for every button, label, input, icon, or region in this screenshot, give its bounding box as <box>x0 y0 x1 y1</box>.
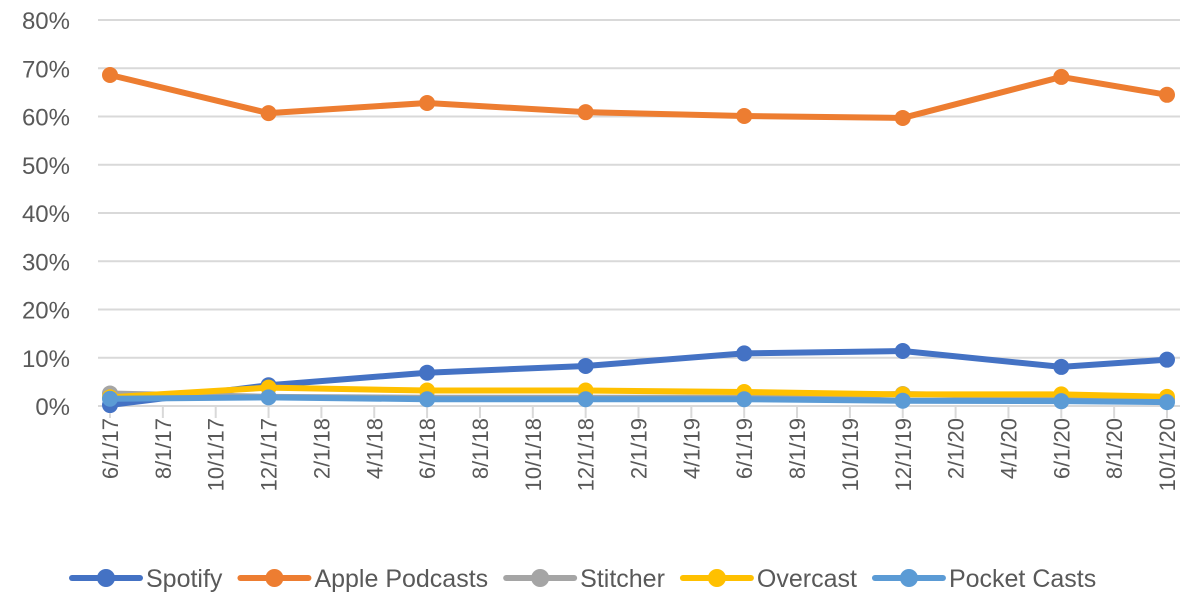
data-point <box>419 94 436 111</box>
data-point <box>260 389 277 406</box>
data-point <box>102 67 118 84</box>
legend-item: Overcast <box>679 565 857 593</box>
y-tick-label: 50% <box>22 153 70 180</box>
y-tick-label: 20% <box>22 298 70 325</box>
data-point <box>894 109 911 126</box>
series-pocket-casts <box>102 389 1175 411</box>
series-lines <box>102 67 1175 414</box>
x-tick-label: 10/1/20 <box>1155 418 1180 491</box>
x-tick-label: 6/1/19 <box>732 418 757 479</box>
legend: Spotify Apple Podcasts Stitcher Overcast Poc… <box>69 565 1096 593</box>
x-axis-ticks: 6/1/17 8/1/17 10/1/17 12/1/17 2/1/18 4/1/18 6/… <box>98 406 1180 491</box>
x-tick-label: 8/1/18 <box>468 418 493 479</box>
x-tick-label: 12/1/19 <box>891 418 916 491</box>
data-point <box>736 345 753 362</box>
data-point <box>577 391 594 408</box>
x-tick-label: 8/1/17 <box>151 418 176 479</box>
data-point <box>894 392 911 409</box>
x-tick-label: 6/1/18 <box>415 418 440 479</box>
x-tick-label: 10/1/19 <box>838 418 863 491</box>
legend-label: Apple Podcasts <box>314 565 488 593</box>
data-point <box>894 342 911 359</box>
x-tick-label: 4/1/18 <box>362 418 387 479</box>
x-tick-label: 4/1/20 <box>996 418 1021 479</box>
x-tick-label: 10/1/18 <box>521 418 546 491</box>
y-tick-label: 0% <box>35 394 70 421</box>
x-tick-label: 2/1/18 <box>309 418 334 479</box>
series-apple-podcasts <box>102 67 1175 126</box>
data-point <box>577 357 594 374</box>
legend-label: Spotify <box>146 565 223 593</box>
series-line <box>107 394 1170 406</box>
data-point <box>736 391 753 408</box>
legend-label: Overcast <box>757 565 857 593</box>
y-tick-label: 10% <box>22 346 70 373</box>
legend-item: Apple Podcasts <box>237 565 488 593</box>
legend-label: Stitcher <box>580 565 665 593</box>
data-point <box>1053 358 1070 375</box>
gridlines <box>98 19 1180 407</box>
y-tick-label: 80% <box>22 8 70 35</box>
data-point <box>1053 393 1070 410</box>
legend-marker <box>265 569 284 587</box>
y-axis-ticks: 0% 10% 20% 30% 40% 50% 60% 70% 80% <box>22 8 70 421</box>
x-tick-label: 12/1/17 <box>257 418 282 491</box>
data-point <box>419 391 436 408</box>
series-line <box>107 384 1170 401</box>
legend-marker <box>531 569 550 587</box>
legend-label: Pocket Casts <box>949 565 1096 593</box>
x-tick-label: 4/1/19 <box>679 418 704 479</box>
x-tick-label: 8/1/20 <box>1102 418 1127 479</box>
legend-marker <box>97 569 115 587</box>
x-tick-label: 2/1/19 <box>627 418 652 479</box>
legend-item: Stitcher <box>503 565 665 593</box>
data-point <box>102 390 118 407</box>
series-line <box>107 347 1170 409</box>
data-point <box>260 105 277 122</box>
legend-item: Pocket Casts <box>871 565 1096 593</box>
data-point <box>1159 394 1175 411</box>
legend-item: Spotify <box>69 565 223 593</box>
data-point <box>1159 86 1175 103</box>
x-tick-label: 8/1/19 <box>785 418 810 479</box>
x-tick-label: 12/1/18 <box>574 418 599 491</box>
y-tick-label: 30% <box>22 249 70 276</box>
data-point <box>736 108 753 125</box>
data-point <box>577 104 594 121</box>
y-tick-label: 70% <box>22 56 70 83</box>
legend-marker <box>899 569 918 587</box>
data-point <box>419 364 436 381</box>
y-tick-label: 60% <box>22 105 70 132</box>
x-tick-label: 10/1/17 <box>204 418 229 491</box>
x-tick-label: 2/1/20 <box>944 418 969 479</box>
y-tick-label: 40% <box>22 201 70 228</box>
series-line <box>107 72 1170 121</box>
data-point <box>1053 68 1070 85</box>
x-tick-label: 6/1/17 <box>98 418 123 479</box>
data-point <box>1159 351 1175 368</box>
x-tick-label: 6/1/20 <box>1049 418 1074 479</box>
legend-marker <box>707 569 726 587</box>
